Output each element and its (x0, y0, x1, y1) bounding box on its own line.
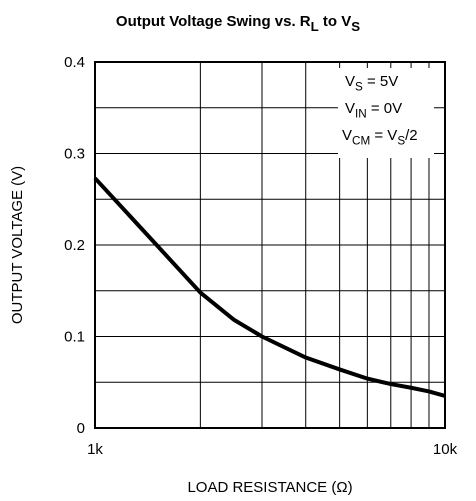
subscript: IN (355, 108, 367, 121)
subscript: S (355, 81, 363, 94)
text-part: V (345, 100, 355, 117)
y-tick-label: 0.4 (64, 54, 85, 71)
subscript: S (397, 135, 405, 148)
y-tick-label: 0 (77, 420, 85, 437)
x-tick-label: 10k (433, 441, 458, 458)
subscript: L (311, 19, 319, 34)
annotation: VIN = 0V (345, 100, 402, 121)
annotation: VCM = VS/2 (342, 127, 418, 148)
annotation-bg (338, 68, 434, 158)
y-tick-label: 0.1 (64, 329, 85, 346)
text-part: V (342, 127, 352, 144)
data-line (93, 176, 446, 398)
text-part: /2 (405, 127, 418, 144)
subscript: CM (352, 135, 370, 148)
annotation: VS = 5V (345, 73, 398, 94)
text-part: V (345, 73, 355, 90)
x-tick-label: 1k (87, 441, 103, 458)
text-part: = 5V (363, 73, 398, 90)
chart-title: Output Voltage Swing vs. RL to VS (116, 13, 360, 34)
plot-frame (94, 61, 446, 429)
subscript: S (351, 19, 360, 34)
text-part: = V (370, 127, 397, 144)
text-part: = 0V (367, 100, 402, 117)
x-axis-label: LOAD RESISTANCE (Ω) (187, 479, 352, 496)
y-tick-label: 0.3 (64, 146, 85, 163)
text-part: Output Voltage Swing vs. R (116, 13, 311, 30)
text-part: to V (319, 13, 352, 30)
y-tick-label: 0.2 (64, 237, 85, 254)
y-axis-label: OUTPUT VOLTAGE (V) (9, 166, 26, 324)
